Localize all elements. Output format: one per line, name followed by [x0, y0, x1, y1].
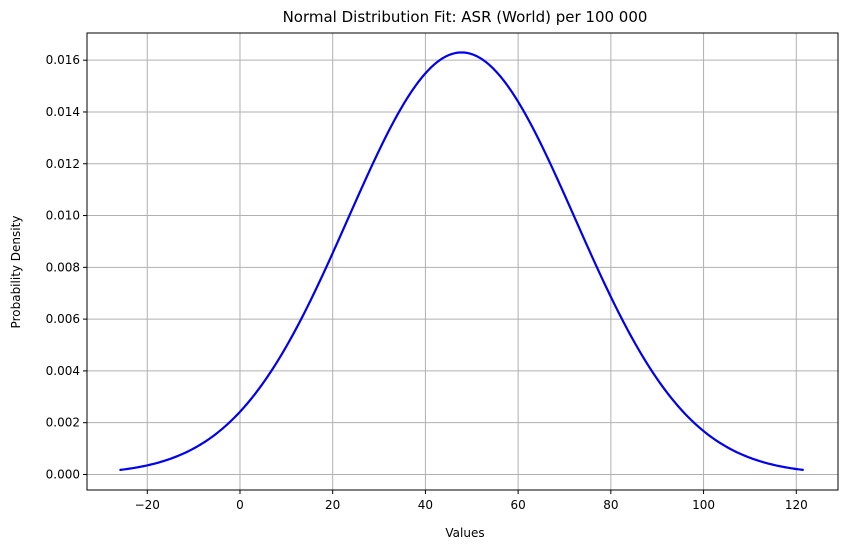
chart-title: Normal Distribution Fit: ASR (World) per… — [283, 8, 648, 26]
y-tick-label: 0.000 — [46, 467, 80, 481]
x-axis-label: Values — [445, 526, 484, 540]
y-tick-label: 0.014 — [46, 105, 80, 119]
x-tick-label: 100 — [692, 498, 715, 512]
x-tick-label: 40 — [418, 498, 433, 512]
x-tick-label: 120 — [785, 498, 808, 512]
x-tick-label: 0 — [236, 498, 244, 512]
x-axis-ticks: −20 0 20 40 60 80 100 120 — [135, 490, 808, 512]
y-tick-label: 0.012 — [46, 157, 80, 171]
plot-area-frame — [86, 32, 839, 491]
y-tick-label: 0.004 — [46, 364, 80, 378]
x-tick-label: 60 — [510, 498, 525, 512]
y-axis-ticks: 0.000 0.002 0.004 0.006 0.008 0.010 0.012 0.014… — [46, 53, 87, 481]
y-tick-label: 0.010 — [46, 209, 80, 223]
series-line — [119, 51, 804, 471]
y-axis-label: Probability Density — [9, 216, 23, 329]
y-tick-label: 0.002 — [46, 416, 80, 430]
x-tick-label: 80 — [603, 498, 618, 512]
y-tick-label: 0.006 — [46, 312, 80, 326]
y-tick-label: 0.008 — [46, 260, 80, 274]
grid-lines — [87, 33, 838, 490]
y-tick-label: 0.016 — [46, 53, 80, 67]
x-tick-label: −20 — [135, 498, 160, 512]
x-tick-label: 20 — [325, 498, 340, 512]
